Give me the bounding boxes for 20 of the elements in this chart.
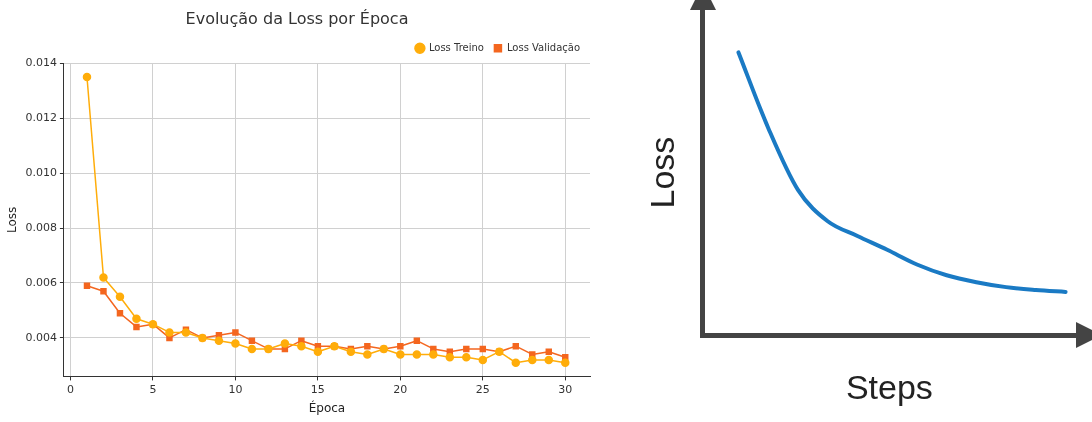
y-tick-label: 0.014 [25,56,57,70]
legend-label: Loss Treino [428,41,484,53]
x-tick-label: 20 [393,382,408,396]
y-axis-title: Loss [5,206,20,233]
x-tick-label: 25 [475,382,490,396]
x-tick-label: 5 [149,382,157,396]
x-tick-label: 0 [66,382,74,396]
y-tick-label: 0.004 [25,330,57,344]
chart-title: Evolução da Loss por Época [185,8,409,28]
x-axis-title: Época [308,399,346,415]
y-tick-label: 0.008 [25,220,57,234]
y-tick-label: 0.006 [25,275,57,289]
legend-label: Loss Validação [506,41,581,53]
x-tick-label: 30 [558,382,573,396]
y-axis-title: Loss [642,136,681,209]
x-tick-label: 10 [228,382,243,396]
x-tick-label: 15 [310,382,325,396]
x-axis-title: Steps [845,367,933,406]
y-tick-label: 0.010 [25,165,57,179]
y-tick-label: 0.012 [25,111,57,125]
